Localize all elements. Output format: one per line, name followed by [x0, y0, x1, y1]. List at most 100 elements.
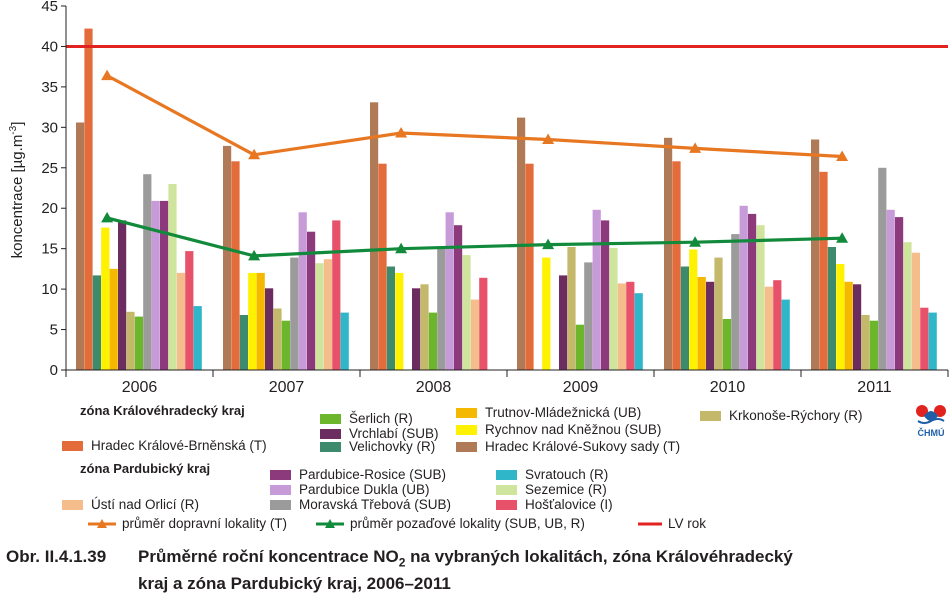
legend-item-hostalovice: Hošťalovice (I)	[496, 497, 613, 513]
bar	[315, 263, 324, 370]
bar	[462, 255, 471, 370]
legend-label: Velichovky (R)	[349, 439, 436, 454]
bar	[223, 145, 232, 370]
point-marker	[689, 236, 702, 247]
bar	[731, 234, 740, 370]
caption-prefix: Obr. II.4.1.39	[6, 547, 107, 566]
bar	[332, 220, 341, 370]
legend-item-vrchlabi: Vrchlabí (SUB)	[320, 426, 439, 442]
bar	[869, 320, 878, 370]
y-axis-label: koncentrace [µg.m-3]	[8, 122, 26, 259]
point-marker	[542, 133, 555, 144]
legend-item-hk-brnenska: Hradec Králové-Brněnská (T)	[62, 438, 267, 454]
bar	[601, 220, 610, 370]
legend-label: Svratouch (R)	[525, 467, 609, 482]
point-marker	[836, 232, 849, 243]
legend-label: Šerlich (R)	[349, 411, 413, 426]
bar	[454, 225, 463, 370]
bar	[903, 242, 912, 370]
legend-item-avg-background: průměr pozaďové lokality (SUB, UB, R)	[316, 516, 585, 532]
bar	[290, 257, 299, 370]
legend-item-hk-sukovy: Hradec Králové-Sukovy sady (T)	[456, 439, 680, 455]
bar	[626, 281, 635, 370]
bar	[470, 299, 479, 370]
bar	[617, 283, 626, 370]
bar	[185, 251, 194, 370]
x-tick-label: 2008	[416, 379, 452, 396]
bar	[428, 312, 437, 370]
legend-swatch	[456, 442, 477, 452]
bar	[592, 209, 601, 370]
bar	[861, 315, 870, 370]
legend-swatch	[62, 441, 83, 451]
legend-label: Ústí nad Orlicí (R)	[91, 497, 200, 512]
y-tick-label: 5	[50, 322, 58, 339]
legend-zone-pardubicky: zóna Pardubický kraj	[80, 461, 211, 476]
legend-item-pardubice-dukla: Pardubice Dukla (UB)	[270, 482, 430, 498]
x-tick-label: 2011	[857, 379, 892, 396]
bar	[920, 307, 929, 370]
legend-item-lv-rok: LV rok	[638, 516, 706, 532]
bar	[634, 293, 643, 370]
bar	[886, 209, 895, 370]
bar	[176, 272, 185, 370]
bar	[256, 272, 265, 370]
bar	[827, 247, 836, 370]
bar	[567, 247, 576, 370]
bar	[697, 277, 706, 370]
point-marker	[101, 211, 114, 223]
bar	[664, 137, 673, 370]
legend-label: průměr pozaďové lokality (SUB, UB, R)	[350, 516, 585, 531]
x-tick-label: 2010	[710, 379, 746, 396]
series-line-traffic	[106, 74, 843, 159]
legend-label: Sezemice (R)	[525, 482, 607, 497]
legend-item-svratouch: Svratouch (R)	[496, 467, 608, 483]
legend-label: Moravská Třebová (SUB)	[299, 497, 452, 512]
bar	[609, 247, 618, 370]
bar	[101, 227, 110, 370]
legend-line-triangle-icon	[88, 519, 116, 528]
legend-item-pardubice-rosice: Pardubice-Rosice (SUB)	[270, 467, 446, 483]
bar	[756, 225, 765, 370]
bar	[559, 275, 568, 370]
bar	[248, 272, 257, 370]
legend-swatch	[700, 411, 721, 421]
legend-label: průměr dopravní lokality (T)	[122, 516, 288, 531]
bar	[168, 184, 177, 370]
bar	[853, 284, 862, 370]
legend-label: Hradec Králové-Sukovy sady (T)	[485, 439, 681, 454]
legend-line-icon	[638, 522, 662, 526]
legend-swatch	[496, 470, 517, 480]
bar	[420, 284, 429, 370]
legend-label: Hošťalovice (I)	[525, 497, 613, 512]
chart: 0 5 10 15 20 25 30 35 40 45 2006 2007 2008 2009 2010 20…	[8, 0, 949, 396]
bar	[584, 262, 593, 370]
bar	[412, 288, 421, 370]
legend-swatch	[270, 470, 291, 480]
y-tick-label: 30	[41, 119, 58, 136]
bar	[386, 266, 395, 370]
y-tick-label: 40	[41, 38, 58, 55]
legend-swatch	[496, 485, 517, 495]
bar	[911, 252, 920, 370]
bar	[109, 268, 118, 370]
bar	[118, 220, 127, 370]
legend-item-velichovky: Velichovky (R)	[320, 439, 435, 455]
bar	[773, 280, 782, 370]
legend-swatch	[270, 485, 291, 495]
logo-text: ČHMÚ	[917, 428, 945, 438]
bar	[84, 28, 93, 370]
bar	[160, 200, 169, 370]
legend-label: Vrchlabí (SUB)	[349, 426, 439, 441]
bar	[298, 212, 307, 370]
legend-swatch	[320, 442, 341, 452]
point-marker	[836, 150, 849, 161]
caption-subscript: 2	[398, 555, 406, 570]
bar	[92, 275, 101, 370]
bar	[307, 231, 316, 370]
bar	[151, 200, 160, 370]
bar	[714, 257, 723, 370]
legend-label: Pardubice-Rosice (SUB)	[299, 467, 447, 482]
caption-line-1: Obr. II.4.1.39 Průměrné roční koncentrace…	[6, 546, 793, 573]
bar	[836, 264, 845, 370]
